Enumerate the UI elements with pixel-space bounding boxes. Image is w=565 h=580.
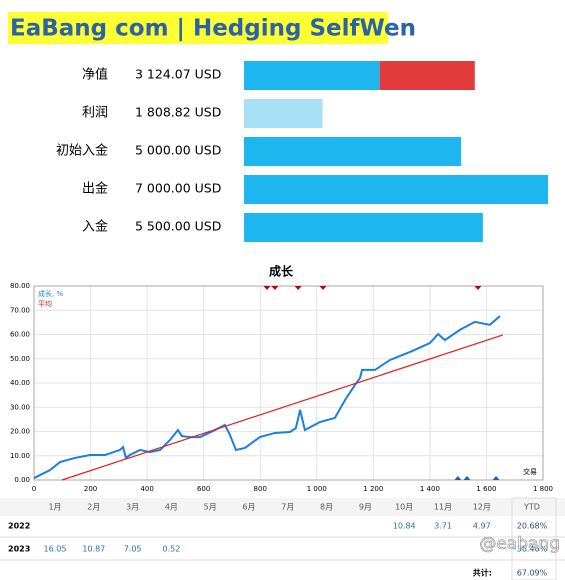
row-label: 初始入金: [56, 143, 108, 159]
row-value: 7 000.00 USD: [135, 181, 221, 196]
y-tick-label: 30.00: [10, 403, 30, 411]
y-tick-label: 40.00: [10, 379, 30, 387]
y-tick-label: 50.00: [10, 355, 30, 363]
x-tick-label: 1 000: [307, 485, 327, 493]
y-tick-label: 20.00: [10, 428, 30, 436]
row-value: 3 124.07 USD: [135, 67, 221, 82]
row-value: 5 500.00 USD: [135, 219, 221, 234]
total-label: 共计:: [473, 568, 492, 578]
x-tick-label: 1 800: [533, 485, 553, 493]
x-tick-label: 1 400: [420, 485, 440, 493]
table-cell: 10.87: [82, 545, 105, 554]
column-header: 12月: [473, 503, 491, 512]
bar: [244, 137, 462, 166]
bar-overlay: [379, 61, 475, 90]
series-line: [61, 334, 504, 481]
column-header: 10月: [395, 503, 413, 512]
series-line: [33, 315, 501, 479]
column-header: 2月: [87, 503, 100, 512]
x-tick-label: 200: [84, 485, 97, 493]
year-label: 2023: [8, 545, 30, 554]
bar: [244, 213, 483, 242]
event-marker: [271, 286, 279, 290]
ytd-column: [511, 497, 557, 580]
column-header: 4月: [165, 503, 178, 512]
total-value: 67.09%: [517, 569, 548, 578]
row-value: 5 000.00 USD: [135, 143, 221, 158]
y-tick-label: 70.00: [10, 306, 30, 314]
column-header: 9月: [359, 503, 372, 512]
event-marker: [463, 476, 471, 480]
legend-entry: 成长, %: [38, 289, 63, 298]
x-tick-label: 1 200: [363, 485, 383, 493]
event-marker: [294, 286, 302, 290]
table-cell: 4.97: [473, 522, 491, 531]
legend-entry: 平均: [38, 299, 52, 308]
x-tick-label: 600: [197, 485, 210, 493]
bar: [244, 99, 323, 128]
chart-title: 成长: [269, 264, 294, 279]
x-tick-label: 800: [254, 485, 267, 493]
column-header: 11月: [434, 503, 452, 512]
table-cell: 7.05: [124, 545, 142, 554]
y-tick-label: 0.00: [14, 476, 30, 484]
table-cell: 3.71: [434, 522, 452, 531]
bar: [244, 61, 380, 90]
year-label: 2022: [8, 522, 30, 531]
table-cell: 0.52: [162, 545, 180, 554]
column-header: 8月: [320, 503, 333, 512]
event-marker: [319, 286, 327, 290]
event-marker: [474, 286, 482, 290]
title-highlight: [8, 12, 388, 44]
row-label: 利润: [82, 106, 108, 121]
x-tick-label: 400: [140, 485, 153, 493]
column-header: 6月: [242, 503, 255, 512]
column-header: 7月: [281, 503, 294, 512]
row-value: 1 808.82 USD: [135, 105, 221, 120]
x-axis-label: 交易: [523, 467, 537, 476]
table-cell: 38.46%: [517, 545, 548, 554]
table-cell: 20.68%: [517, 522, 548, 531]
y-tick-label: 80.00: [10, 282, 30, 290]
table-cell: 10.84: [393, 522, 416, 531]
y-tick-label: 10.00: [10, 452, 30, 460]
bar: [244, 175, 548, 204]
column-header: 3月: [126, 503, 139, 512]
row-label: 入金: [82, 219, 108, 235]
column-header: 1月: [48, 503, 61, 512]
table-header-bg: [0, 498, 565, 516]
row-label: 出金: [82, 181, 108, 197]
row-label: 净值: [82, 67, 108, 83]
event-marker: [263, 286, 271, 290]
y-tick-label: 60.00: [10, 331, 30, 339]
plot-frame: [33, 285, 544, 481]
event-marker: [454, 476, 462, 480]
x-tick-label: 0: [32, 485, 36, 493]
page-title: EaBang com | Hedging SelfWen: [10, 16, 416, 42]
watermark: @eabang: [479, 534, 560, 554]
x-tick-label: 1 600: [476, 485, 496, 493]
table-cell: 16.05: [44, 545, 67, 554]
column-header: 5月: [204, 503, 217, 512]
event-marker: [492, 476, 500, 480]
column-header: YTD: [523, 503, 540, 512]
